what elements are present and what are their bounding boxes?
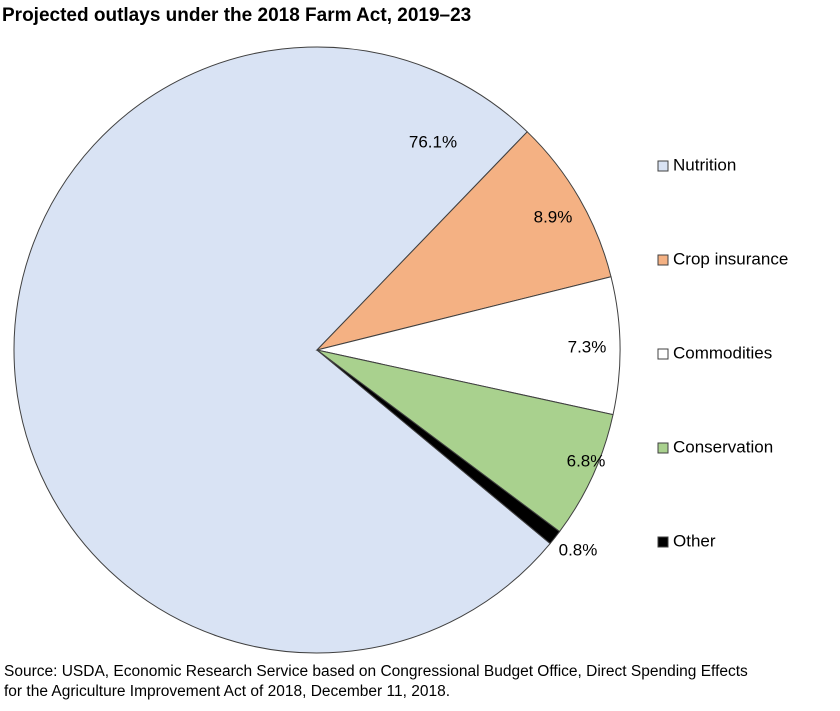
legend-swatch	[657, 442, 669, 454]
legend-swatch	[657, 254, 669, 266]
pie-slice	[316, 349, 561, 545]
value-labels: 76.1% 8.9% 7.3% 6.8% 0.8%	[409, 132, 606, 559]
value-label: 0.8%	[559, 540, 598, 559]
legend-swatch	[657, 536, 669, 548]
legend-label: Crop insurance	[673, 249, 788, 268]
source-note: Source: USDA, Economic Research Service …	[4, 663, 748, 680]
value-label: 76.1%	[409, 132, 457, 151]
legend-label: Commodities	[673, 343, 772, 362]
pie	[13, 46, 621, 654]
legend-swatch	[657, 348, 669, 360]
legend-label: Other	[673, 531, 716, 550]
value-label: 8.9%	[534, 207, 573, 226]
pie-slice	[316, 349, 614, 533]
legend-label: Conservation	[673, 437, 773, 456]
source-note: for the Agriculture Improvement Act of 2…	[4, 683, 450, 700]
legend-swatch	[657, 160, 669, 172]
value-label: 6.8%	[567, 451, 606, 470]
pie-slice	[315, 131, 612, 351]
value-label: 7.3%	[568, 337, 607, 356]
pie-slice	[13, 46, 551, 654]
pie-slice	[316, 276, 621, 416]
legend: Nutrition Crop insurance Commodities Conser…	[657, 155, 788, 550]
chart-title: Projected outlays under the 2018 Farm Ac…	[2, 5, 471, 26]
legend-label: Nutrition	[673, 155, 736, 174]
